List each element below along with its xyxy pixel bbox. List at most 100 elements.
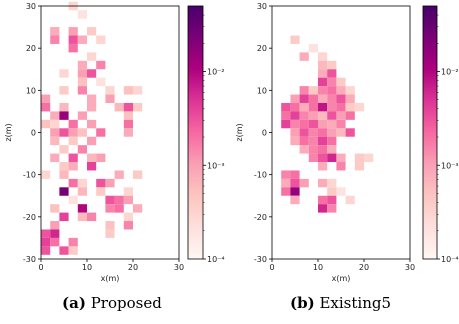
heatmap-cell: [133, 102, 143, 112]
y-tick-label: -30: [254, 255, 267, 264]
heatmap-cell: [345, 195, 355, 205]
heatmap-cell: [59, 145, 69, 154]
heatmap-cell: [114, 170, 124, 179]
heatmap-cell: [281, 119, 291, 129]
heatmap-cell: [308, 86, 318, 95]
heatmap-cell: [50, 153, 60, 163]
heatmap-cell: [105, 221, 115, 230]
heatmap-cell: [105, 94, 115, 103]
heatmap-proposed: 0 10 20 30 30 20 10 0 -10 -20 -30 x(m) z(m) 10⁻⁴ 10⁻³ 1…: [4, 1, 225, 283]
heatmap-cell: [345, 86, 355, 95]
heatmap-cell: [327, 136, 337, 146]
heatmap-cell: [281, 170, 291, 179]
colorbar: [187, 5, 204, 260]
heatmap-cell: [87, 94, 97, 103]
heatmap-cell: [41, 102, 51, 112]
heatmap-cell: [41, 229, 51, 238]
heatmap-cell: [105, 86, 115, 95]
heatmap-cell: [50, 35, 60, 44]
heatmap-cell: [87, 102, 97, 112]
heatmap-cell: [68, 153, 78, 163]
x-axis-label: x(m): [332, 274, 351, 283]
y-tick-label: 20: [26, 44, 36, 53]
heatmap-cell: [77, 111, 87, 120]
heatmap-cell: [123, 187, 133, 196]
heatmap-cell: [59, 128, 69, 137]
heatmap-cell: [123, 128, 133, 137]
heatmap-cell: [133, 170, 143, 179]
heatmap-cell: [327, 77, 337, 87]
heatmap-cell: [327, 60, 337, 70]
x-tick-label: 30: [174, 263, 184, 272]
heatmap-cell: [308, 128, 318, 137]
heatmap-cell: [77, 77, 87, 87]
heatmap-cell: [299, 52, 309, 61]
heatmap-cell: [318, 178, 328, 188]
heatmap-cell: [308, 136, 318, 146]
heatmap-cell: [87, 162, 97, 171]
heatmap-cell: [105, 195, 115, 205]
heatmap-cell: [318, 111, 328, 120]
heatmap-cell: [336, 162, 346, 171]
heatmap-cell: [290, 102, 300, 112]
heatmap-cell: [50, 119, 60, 129]
y-tick-label: 30: [257, 2, 267, 11]
heatmap-cell: [59, 246, 69, 255]
heatmap-cell: [336, 77, 346, 87]
heatmap-cell: [96, 153, 106, 163]
heatmap-cell: [299, 94, 309, 103]
heatmap-cell: [290, 35, 300, 44]
heatmap-cell: [327, 153, 337, 163]
heatmap-cell: [318, 153, 328, 163]
heatmap-cell: [308, 153, 318, 163]
heatmap-cell: [336, 86, 346, 95]
heatmap-cell: [327, 94, 337, 103]
heatmap-cell: [336, 128, 346, 137]
heatmap-cell: [41, 237, 51, 247]
heatmap-cell: [354, 153, 364, 163]
heatmap-cell: [68, 195, 78, 205]
heatmap-cell: [87, 153, 97, 163]
heatmap-cell: [123, 102, 133, 112]
heatmap-cell: [68, 162, 78, 171]
y-tick-label: 10: [26, 86, 36, 95]
heatmap-cell: [290, 195, 300, 205]
heatmap-cell: [318, 119, 328, 129]
heatmap-cell: [96, 35, 106, 44]
heatmap-cell: [114, 102, 124, 112]
heatmap-cell: [318, 136, 328, 146]
heatmap-cell: [123, 86, 133, 95]
heatmap-cell: [299, 178, 309, 188]
heatmap-cell: [96, 60, 106, 70]
heatmap-cell: [77, 145, 87, 154]
heatmap-cell: [68, 43, 78, 53]
heatmap-cell: [105, 178, 115, 188]
heatmap-cell: [318, 94, 328, 103]
heatmap-cell: [281, 102, 291, 112]
caption-tag: (a): [62, 294, 86, 312]
colorbar-tick-label: 10⁻³: [441, 161, 459, 170]
heatmap-cell: [318, 162, 328, 171]
heatmap-cell: [327, 128, 337, 137]
heatmap-cell: [87, 119, 97, 129]
heatmap-cell: [308, 119, 318, 129]
heatmap-cell: [59, 69, 69, 78]
heatmap-cell: [59, 102, 69, 112]
heatmap-cell: [77, 60, 87, 70]
heatmap-cell: [50, 229, 60, 238]
heatmap-cell: [77, 86, 87, 95]
heatmap-cell: [59, 187, 69, 196]
heatmap-cell: [290, 111, 300, 120]
heatmap-cell: [87, 136, 97, 146]
heatmap-cell: [105, 204, 115, 213]
heatmap-cell: [290, 119, 300, 129]
heatmap-cell: [77, 212, 87, 222]
heatmap-cell: [123, 119, 133, 129]
heatmap-cell: [281, 111, 291, 120]
heatmap-cell: [318, 60, 328, 70]
heatmap-cell: [290, 128, 300, 137]
heatmap-cell: [50, 136, 60, 146]
heatmap-cell: [318, 69, 328, 78]
y-axis-label: z(m): [4, 123, 13, 141]
heatmap-cell: [114, 195, 124, 205]
